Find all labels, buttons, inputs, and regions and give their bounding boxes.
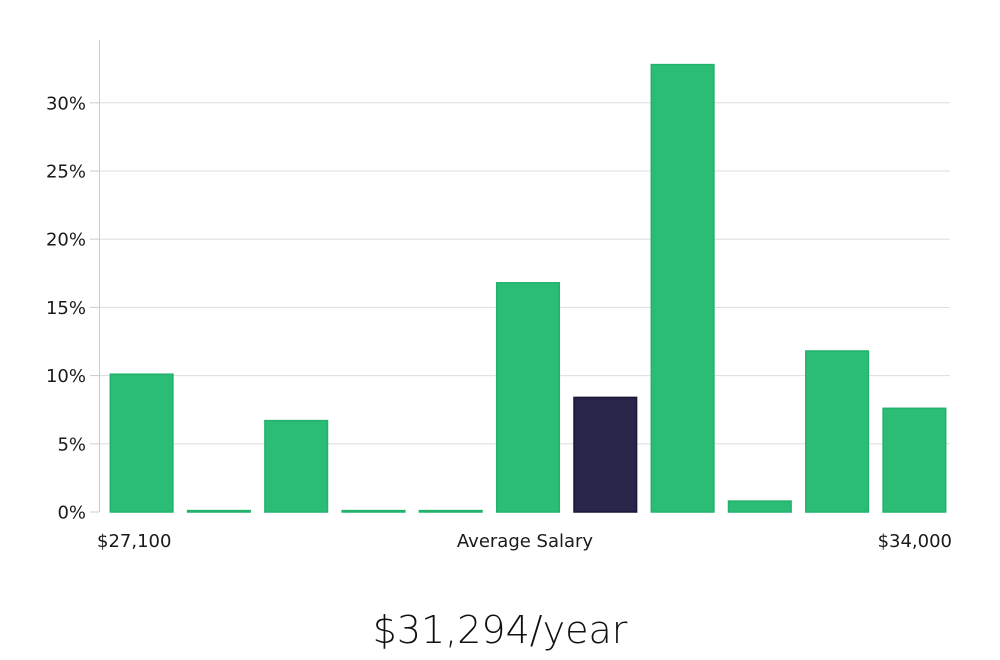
y-tick-label: 0% [57,503,86,524]
y-tick-label: 20% [46,230,86,251]
y-tick-label: 15% [46,298,86,319]
x-max-label: $34,000 [878,531,952,552]
bar[interactable] [264,419,329,513]
bar[interactable] [882,407,947,513]
bar[interactable] [109,373,174,513]
bar-highlighted[interactable] [573,396,638,513]
y-tick-label: 30% [46,93,86,114]
salary-histogram: 0% 5% 10% 15% 20% 25% 30% $27,100 Average Sala… [46,40,952,552]
bar[interactable] [418,509,483,513]
bar[interactable] [805,350,870,513]
bar[interactable] [341,509,406,513]
y-tick-label: 5% [57,434,86,455]
x-center-label: Average Salary [457,531,594,552]
y-tick-labels: 0% 5% 10% 15% 20% 25% 30% [46,93,99,524]
bar[interactable] [727,500,792,513]
average-salary-value: $31,294/year [372,608,628,652]
bar[interactable] [495,282,561,513]
bar[interactable] [650,63,715,513]
y-tick-label: 10% [46,366,86,387]
x-min-label: $27,100 [97,531,171,552]
bars [109,63,947,513]
y-tick-label: 25% [46,162,86,183]
bar[interactable] [186,509,251,513]
